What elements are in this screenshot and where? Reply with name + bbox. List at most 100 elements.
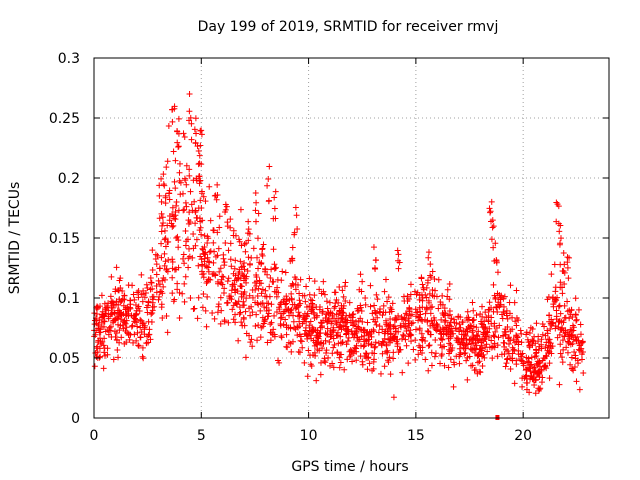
data-point — [412, 337, 419, 344]
data-point — [270, 326, 277, 333]
data-point — [538, 367, 545, 374]
data-point — [241, 302, 248, 309]
data-point — [162, 235, 169, 242]
data-point — [328, 320, 335, 327]
data-point — [561, 261, 568, 268]
data-point — [417, 344, 424, 351]
data-point — [359, 278, 366, 285]
data-point — [268, 319, 275, 326]
data-point — [349, 358, 356, 365]
data-point — [214, 181, 221, 188]
data-point — [119, 287, 126, 294]
data-point — [191, 305, 198, 312]
data-point — [294, 323, 301, 330]
data-point — [298, 338, 305, 345]
data-point — [140, 355, 147, 362]
data-point — [444, 286, 451, 293]
data-point — [427, 310, 434, 317]
data-point — [114, 307, 121, 314]
data-point — [130, 339, 137, 346]
data-point — [285, 339, 292, 346]
data-point — [405, 296, 412, 303]
data-point — [229, 306, 236, 313]
data-point — [473, 312, 480, 319]
data-point — [342, 279, 349, 286]
data-point — [225, 319, 232, 326]
data-point — [556, 302, 563, 309]
data-point — [364, 366, 371, 373]
y-tick-label: 0.1 — [58, 291, 80, 307]
data-point — [288, 348, 295, 355]
data-point — [461, 350, 468, 357]
data-point — [425, 297, 432, 304]
data-point — [319, 324, 326, 331]
data-point — [296, 312, 303, 319]
data-point — [475, 328, 482, 335]
data-point — [437, 360, 444, 367]
data-point — [488, 337, 495, 344]
data-point — [330, 335, 337, 342]
data-point — [464, 317, 471, 324]
data-point — [256, 277, 263, 284]
data-point — [372, 256, 379, 263]
data-point — [425, 254, 432, 261]
data-point — [283, 300, 290, 307]
data-point — [260, 320, 267, 327]
data-point — [321, 291, 328, 298]
data-point — [456, 360, 463, 367]
data-point — [422, 291, 429, 298]
data-point — [544, 296, 551, 303]
data-point — [419, 297, 426, 304]
data-point — [252, 322, 259, 329]
data-point — [414, 289, 421, 296]
data-point — [384, 330, 391, 337]
data-point — [288, 306, 295, 313]
data-point — [428, 362, 435, 369]
data-point — [258, 251, 265, 258]
data-point — [337, 308, 344, 315]
data-point — [197, 127, 204, 134]
data-point — [181, 133, 188, 140]
data-point — [230, 316, 237, 323]
data-point — [162, 258, 169, 265]
data-point — [339, 314, 346, 321]
data-point — [560, 319, 567, 326]
data-point — [415, 317, 422, 324]
data-point — [420, 334, 427, 341]
data-point — [99, 311, 106, 318]
data-point — [101, 349, 108, 356]
data-point — [425, 342, 432, 349]
data-point — [271, 265, 278, 272]
data-point — [373, 321, 380, 328]
data-point — [297, 276, 304, 283]
data-point — [149, 296, 156, 303]
data-point — [135, 342, 142, 349]
data-point — [371, 302, 378, 309]
data-point — [470, 307, 477, 314]
data-point — [372, 339, 379, 346]
data-point — [342, 325, 349, 332]
data-point — [558, 354, 565, 361]
data-point — [196, 177, 203, 184]
data-point — [161, 250, 168, 257]
data-point — [402, 310, 409, 317]
data-point — [375, 329, 382, 336]
data-point — [548, 322, 555, 329]
data-point — [551, 261, 558, 268]
data-point — [198, 127, 205, 134]
data-point — [294, 225, 301, 232]
data-point — [537, 385, 544, 392]
data-point — [568, 365, 575, 372]
data-point — [313, 314, 320, 321]
data-point — [330, 344, 337, 351]
data-point — [240, 272, 247, 279]
data-point — [390, 394, 397, 401]
data-point — [557, 222, 564, 229]
data-point — [235, 270, 242, 277]
data-point — [566, 333, 573, 340]
data-point — [217, 320, 224, 327]
data-point — [405, 360, 412, 367]
data-point — [303, 283, 310, 290]
data-point — [176, 289, 183, 296]
data-point — [390, 355, 397, 362]
